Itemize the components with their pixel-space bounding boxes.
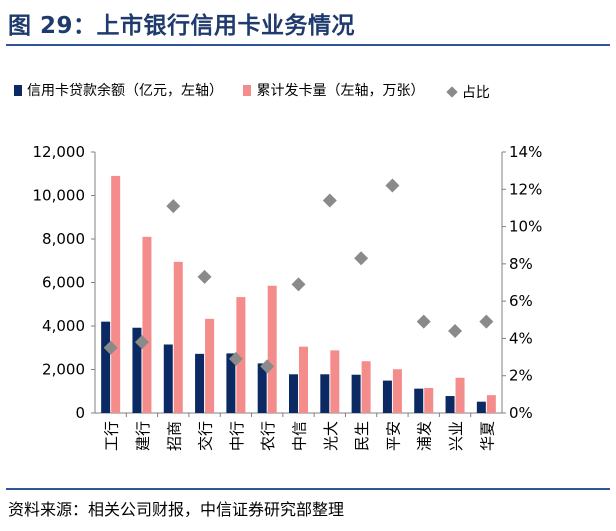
bar-cards — [424, 387, 434, 413]
left-axis-tick-label: 12,000 — [33, 143, 86, 161]
bar-cards — [392, 369, 402, 413]
point-ratio — [260, 359, 275, 374]
bar-loans — [257, 363, 267, 413]
left-axis-tick-label: 10,000 — [33, 187, 86, 205]
bar-cards — [299, 346, 308, 413]
left-axis-tick-label: 4,000 — [42, 317, 85, 335]
x-axis-tick-label: 建行 — [134, 421, 152, 451]
bar-cards — [205, 318, 215, 413]
bar-cards — [236, 297, 246, 413]
x-axis-tick-label: 浦发 — [416, 421, 434, 451]
legend-item-ratio: 占比 — [445, 82, 490, 102]
bar-loans — [476, 401, 486, 413]
left-axis-tick-label: 2,000 — [42, 361, 85, 379]
right-axis-tick-label: 0% — [509, 404, 533, 422]
right-axis-tick-label: 4% — [509, 329, 533, 347]
point-ratio — [166, 199, 181, 214]
legend-item-cards: 累计发卡量（左轴，万张） — [243, 80, 424, 100]
point-ratio — [322, 193, 337, 208]
bar-cards — [267, 285, 277, 413]
figure-title: 图 29：上市银行信用卡业务情况 — [8, 13, 356, 39]
bar-cards — [330, 350, 340, 413]
point-ratio — [197, 269, 212, 284]
point-ratio — [103, 340, 118, 355]
x-axis-tick-label: 中行 — [228, 421, 246, 451]
legend-swatch-loans — [14, 84, 22, 96]
x-axis-tick-label: 招商 — [165, 421, 183, 451]
source-divider — [6, 488, 610, 490]
bar-cards — [173, 261, 183, 413]
bank-credit-card-chart: 0 2,000 4,000 6,000 8,000 10,000 12,000 0% 2% 4% 6… — [33, 143, 543, 451]
right-axis-tick-label: 6% — [509, 292, 533, 310]
point-ratio — [354, 251, 369, 266]
x-axis-tick-label: 中信 — [291, 421, 309, 451]
left-axis-tick-label: 0 — [75, 404, 85, 422]
x-axis-tick-label: 光大 — [322, 421, 340, 451]
bar-loans — [320, 374, 330, 413]
point-ratio — [448, 323, 463, 338]
point-ratio — [291, 277, 306, 292]
bar-cards — [455, 377, 465, 413]
left-axis-tick-label: 6,000 — [42, 274, 85, 292]
bar-cards — [486, 395, 496, 413]
figure-source: 资料来源：相关公司财报，中信证券研究部整理 — [8, 500, 345, 519]
x-axis-tick-label: 农行 — [259, 421, 277, 451]
bar-loans — [226, 353, 236, 413]
right-axis-tick-label: 14% — [509, 143, 542, 161]
point-ratio — [479, 314, 494, 329]
legend-label-loans: 信用卡贷款余额（亿元，左轴） — [27, 83, 223, 99]
bar-loans — [163, 344, 173, 413]
legend-label-ratio: 占比 — [461, 84, 490, 101]
bar-loans — [414, 388, 424, 413]
legend-diamond-icon — [446, 85, 458, 98]
legend-label-cards: 累计发卡量（左轴，万张） — [256, 83, 425, 99]
x-axis-tick-label: 交行 — [197, 421, 215, 451]
bar-loans — [132, 327, 142, 413]
x-axis-tick-label: 民生 — [353, 421, 371, 451]
right-axis-tick-label: 12% — [509, 180, 542, 198]
right-axis-tick-label: 8% — [509, 255, 533, 273]
bar-cards — [142, 236, 152, 413]
bar-loans — [289, 374, 298, 413]
point-ratio — [134, 335, 149, 350]
right-axis-tick-label: 10% — [509, 218, 542, 236]
x-axis-tick-label: 工行 — [103, 421, 121, 451]
legend-swatch-cards — [243, 84, 252, 96]
bar-loans — [101, 321, 111, 413]
x-axis-tick-label: 平安 — [384, 421, 402, 451]
bar-cards — [361, 361, 371, 413]
bar-loans — [445, 396, 455, 413]
title-divider — [6, 44, 610, 46]
right-axis-tick-label: 2% — [509, 367, 533, 385]
x-axis-tick-label: 华夏 — [478, 421, 496, 451]
bar-loans — [195, 353, 205, 413]
left-axis-tick-label: 8,000 — [42, 230, 85, 248]
legend-item-loans: 信用卡贷款余额（亿元，左轴） — [14, 80, 223, 100]
point-ratio — [228, 351, 243, 366]
x-axis-tick-label: 兴业 — [447, 421, 465, 451]
chart-legend: 信用卡贷款余额（亿元，左轴） 累计发卡量（左轴，万张） 占比 — [14, 80, 506, 102]
point-ratio — [385, 178, 400, 193]
bar-loans — [351, 374, 361, 413]
bar-cards — [111, 175, 121, 413]
bar-loans — [382, 380, 392, 413]
point-ratio — [416, 314, 431, 329]
